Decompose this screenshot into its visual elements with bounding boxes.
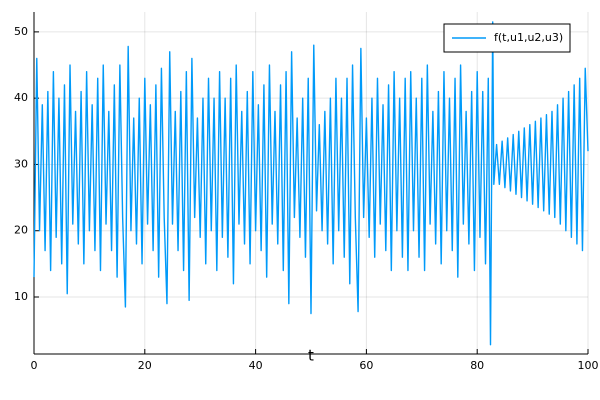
line-series [33, 21, 589, 346]
y-tick-label: 20 [14, 224, 28, 237]
legend-label: f(t,u1,u2,u3) [494, 31, 563, 44]
x-tick-label: 20 [138, 359, 152, 372]
y-tick-label: 30 [14, 157, 28, 170]
y-tick-label: 10 [14, 290, 28, 303]
y-tick-label: 50 [14, 25, 28, 38]
x-tick-label: 80 [470, 359, 484, 372]
x-tick-label: 40 [249, 359, 263, 372]
y-tick-label: 40 [14, 91, 28, 104]
x-tick-label: 100 [578, 359, 599, 372]
x-tick-label: 0 [31, 359, 38, 372]
x-tick-label: 60 [359, 359, 373, 372]
x-axis-label: t [308, 347, 314, 365]
